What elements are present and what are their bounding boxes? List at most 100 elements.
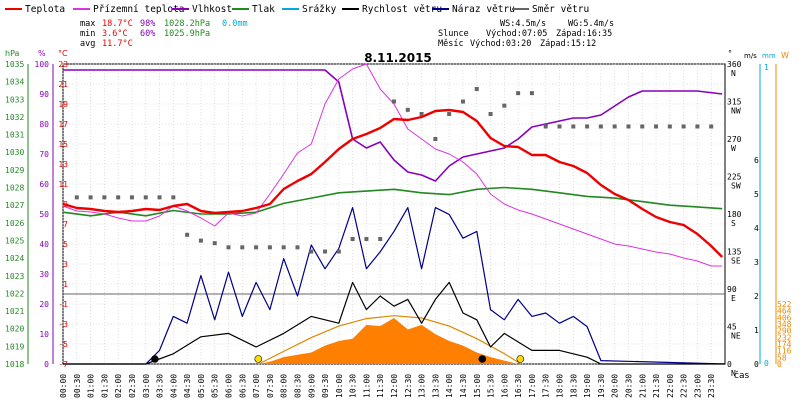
axis-tick-label: -1 <box>58 300 68 309</box>
axis-tick-label: -7 <box>58 360 68 369</box>
wind-dir-point <box>626 124 631 129</box>
wind-dir-point <box>612 124 617 129</box>
wind-dir-point <box>392 99 396 104</box>
x-tick-label: 11:30 <box>376 374 385 398</box>
x-tick-label: 00:30 <box>73 374 82 398</box>
x-tick-label: 11:00 <box>362 374 371 398</box>
axis-tick-label: 11 <box>58 180 68 189</box>
legend-label: Směr větru <box>532 4 589 15</box>
wind-dir-point <box>405 107 410 112</box>
wind-dir-point <box>529 91 534 96</box>
wind-dir-point <box>447 112 452 116</box>
axis-unit: hPa <box>5 49 20 58</box>
axis-dir-label: SE <box>731 257 741 266</box>
x-tick-label: 10:00 <box>335 374 344 398</box>
axis-tick-label: 58 <box>777 353 787 362</box>
wind-dir-point <box>171 195 176 200</box>
stats-max-press: 1028.2hPa <box>164 19 210 29</box>
axis-tick-label: 1022 <box>5 289 24 298</box>
wind-dir-point <box>654 124 659 129</box>
x-tick-label: 02:00 <box>114 374 123 398</box>
wind-dir-point <box>74 195 79 200</box>
axis-tick-label: -5 <box>58 340 68 349</box>
x-tick-label: 00:00 <box>59 374 68 398</box>
axis-tick-label: 45 <box>727 323 737 332</box>
axis-tick-label: 1028 <box>5 184 24 193</box>
axis-tick-label: 180 <box>727 210 742 219</box>
x-tick-label: 21:30 <box>652 374 661 398</box>
wind-dir-point <box>185 232 190 237</box>
wind-dir-point <box>102 195 107 200</box>
stats-block: max 18.7°C 98% 1028.2hPa 0.0mm min 3.6°C… <box>80 19 248 49</box>
axis-tick-label: 1 <box>63 280 68 289</box>
wind-dir-point <box>336 249 341 254</box>
axis-tick-label: 6 <box>754 156 759 165</box>
axis-tick-label: 90 <box>727 285 737 294</box>
wind-dir-point <box>378 237 383 241</box>
axis-tick-label: 1027 <box>5 201 24 210</box>
wind-dir-point <box>709 124 714 129</box>
wind-dir-point <box>198 238 203 243</box>
x-tick-label: 03:00 <box>142 374 151 398</box>
axis-tick-label: 60 <box>39 180 49 189</box>
x-tick-label: 12:00 <box>390 374 399 398</box>
x-tick-label: 18:00 <box>556 374 565 398</box>
x-tick-label: 19:00 <box>583 374 592 398</box>
series-solar-radiation <box>258 318 519 364</box>
axis-tick-label: 1 <box>764 63 769 72</box>
axis-tick-label: 7 <box>63 220 68 229</box>
axis-tick-label: 100 <box>35 60 50 69</box>
legend-label: Rychlost větru <box>362 4 442 15</box>
x-tick-label: 12:30 <box>404 374 413 398</box>
series-wind-speed <box>63 281 725 365</box>
wind-dir-point <box>460 99 465 104</box>
x-tick-label: 08:00 <box>280 374 289 398</box>
axis-tick-label: 270 <box>727 135 742 144</box>
x-tick-label: 14:00 <box>445 374 454 398</box>
wind-dir-point <box>571 124 576 129</box>
stats-min-press: 1025.9hPa <box>164 29 210 39</box>
x-tick-label: 10:30 <box>349 374 358 398</box>
wind-dir-point <box>585 124 590 129</box>
x-tick-label: 07:00 <box>252 374 261 398</box>
wind-dir-point <box>667 124 672 129</box>
x-tick-label: 01:30 <box>100 374 109 398</box>
wind-dir-point <box>157 195 162 200</box>
wind-dir-point <box>350 237 355 241</box>
x-tick-label: 18:30 <box>569 374 578 398</box>
wind-dir-point <box>502 103 507 108</box>
wind-dir-point <box>419 112 424 116</box>
markers-layer <box>151 355 525 363</box>
wind-dir-point <box>143 195 148 200</box>
wind-dir-point <box>681 124 686 129</box>
x-tick-label: 17:00 <box>528 374 537 398</box>
info-wg: WG:5.4m/s <box>568 19 614 29</box>
x-axis-label: čas <box>734 370 749 381</box>
wind-dir-point <box>129 195 134 200</box>
axis-tick-label: 1019 <box>5 342 24 351</box>
axis-unit: W <box>781 51 789 60</box>
axis-dir-label: NW <box>731 107 741 116</box>
x-tick-label: 16:30 <box>514 374 523 398</box>
stats-min-temp: 3.6°C <box>102 29 128 39</box>
wind-dir-point <box>474 87 479 91</box>
x-tick-label: 09:00 <box>307 374 316 398</box>
x-tick-label: 05:30 <box>211 374 220 398</box>
series-pressure <box>62 186 723 217</box>
axis-tick-label: 13 <box>58 160 68 169</box>
axis-unit: % <box>38 49 46 58</box>
wind-dir-point <box>543 124 548 129</box>
stats-label: avg <box>80 39 95 49</box>
wind-dir-point <box>254 245 259 250</box>
wind-dir-point <box>226 245 231 250</box>
x-tick-label: 05:00 <box>197 374 206 398</box>
axis-tick-label: 464 <box>777 307 792 316</box>
axis-tick-label: 406 <box>777 313 792 322</box>
x-tick-label: 22:30 <box>680 374 689 398</box>
grid <box>62 63 726 365</box>
legend: Teplota Přízemní teplota Vlhkost Tlak Sr… <box>5 4 589 15</box>
wind-dir-point <box>640 124 645 129</box>
wind-dir-point <box>364 237 369 241</box>
info-sun-set: Západ:16:35 <box>556 29 612 39</box>
